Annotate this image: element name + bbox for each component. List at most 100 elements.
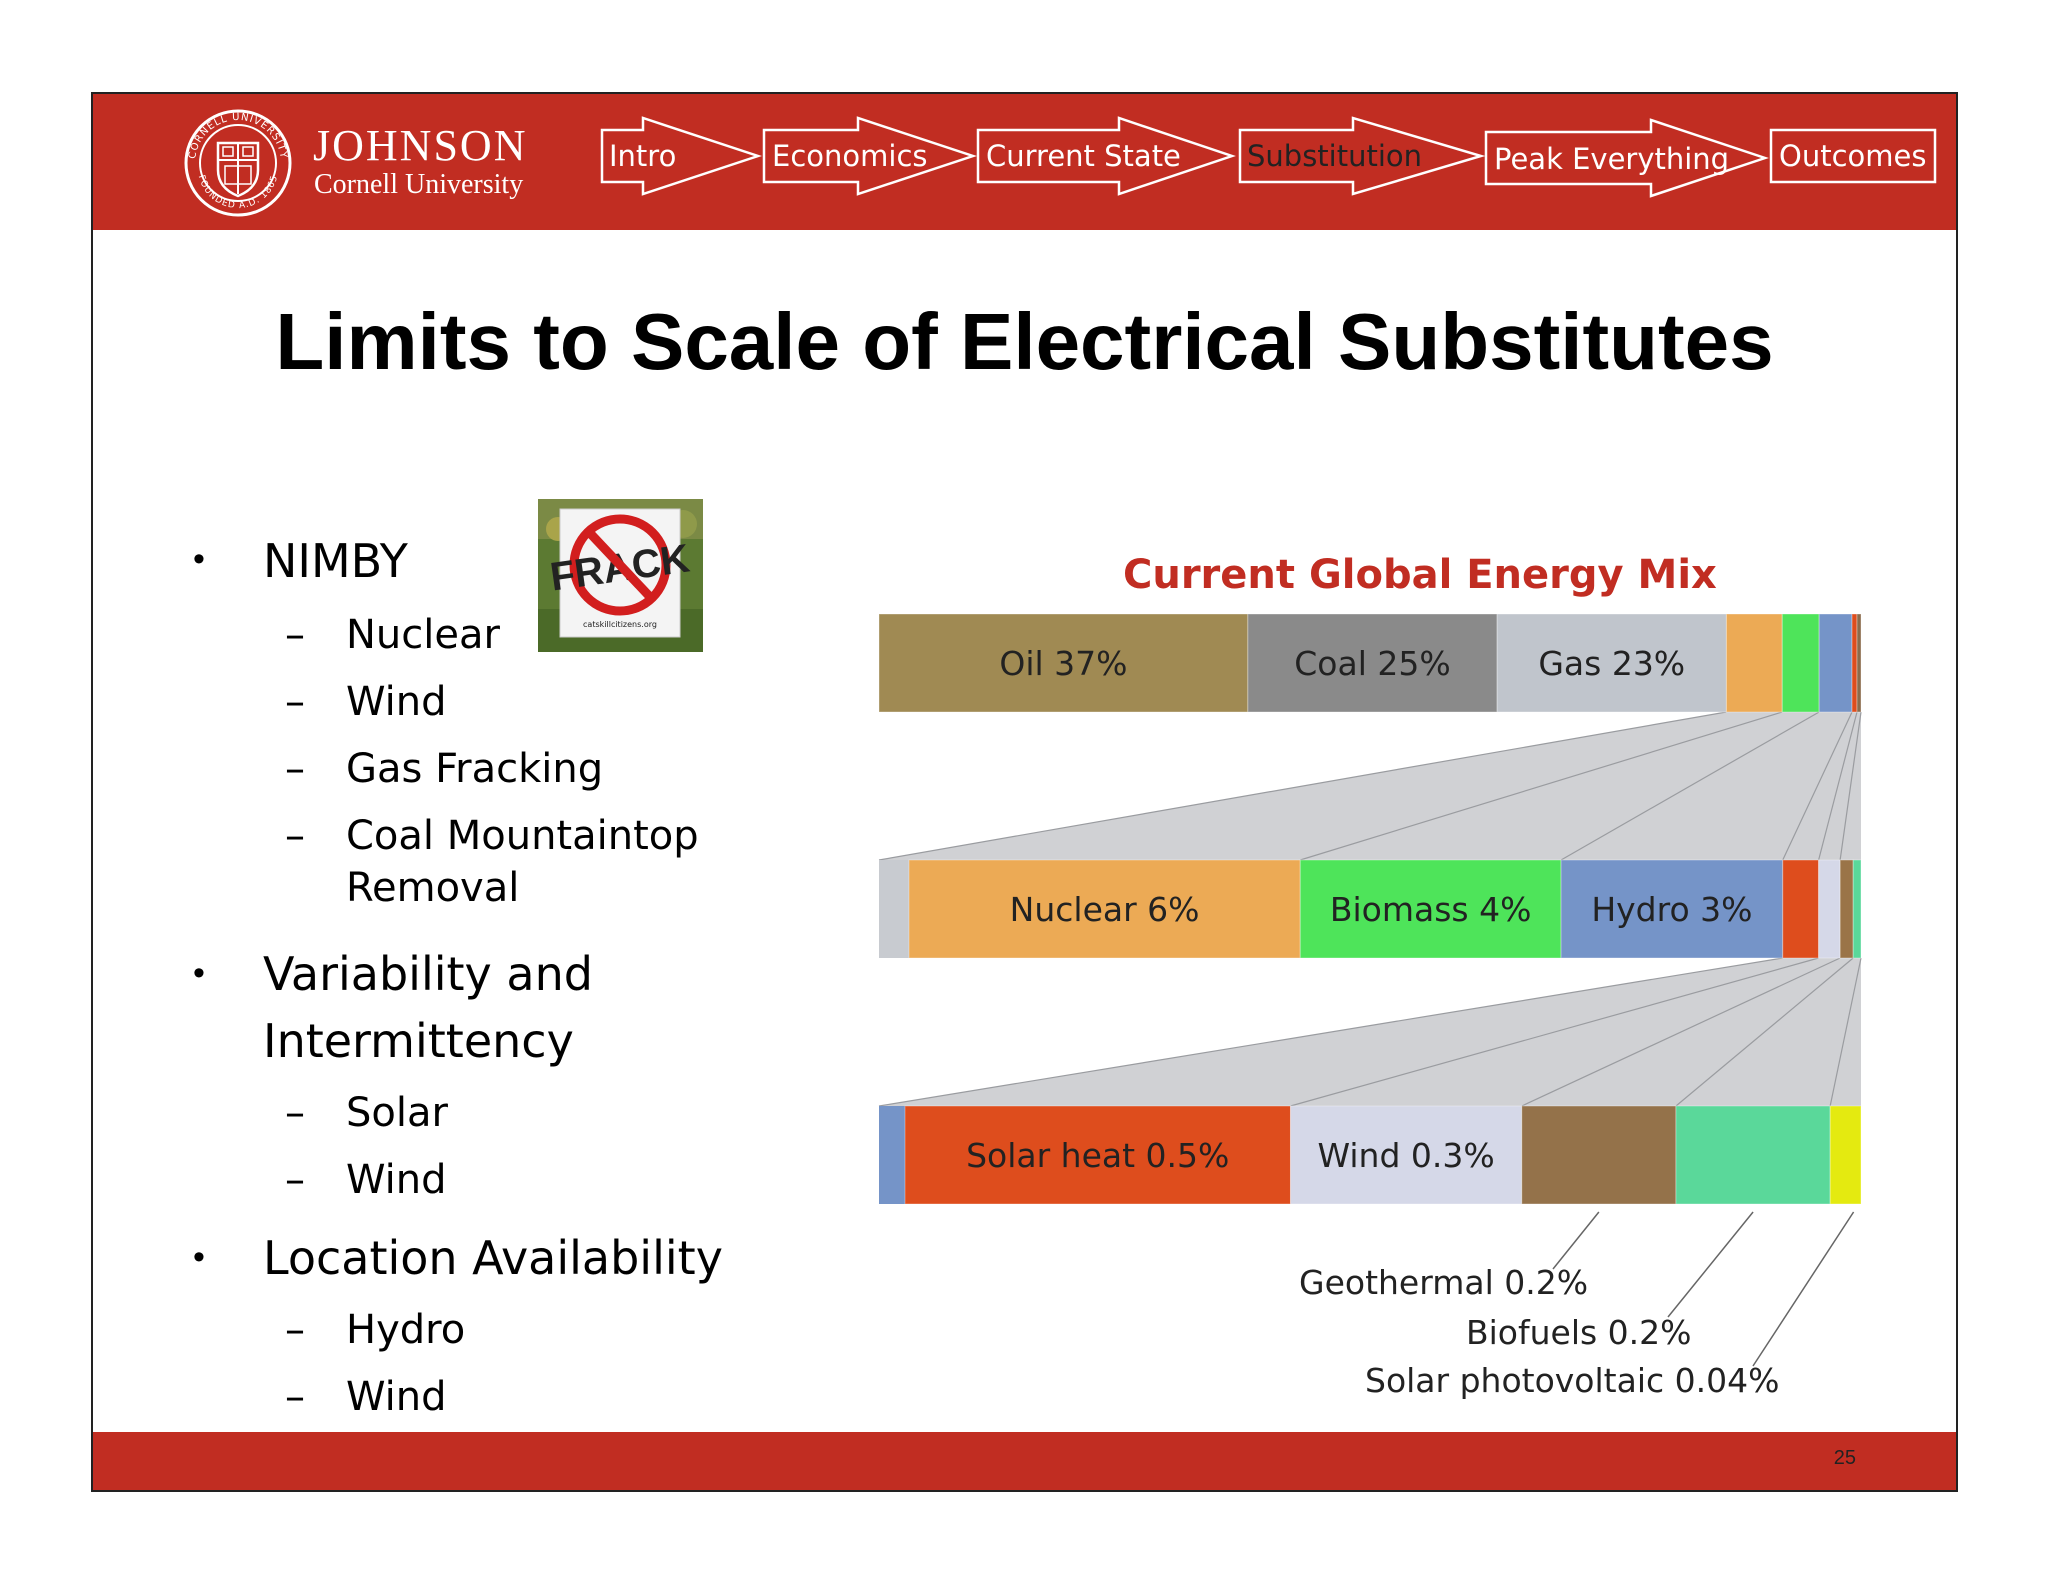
zoom-wedge <box>879 958 1861 1106</box>
bar-segment-biomass <box>1781 613 1820 713</box>
dash: – <box>285 813 305 859</box>
nav-substitution-label: Substitution <box>1247 139 1422 173</box>
bar-segment-biofuels <box>1852 859 1862 959</box>
zoom-connectors <box>878 711 1862 1107</box>
nav-substitution[interactable]: Substitution <box>1238 116 1486 196</box>
dash: – <box>285 1307 305 1353</box>
nav-economics[interactable]: Economics <box>762 116 977 196</box>
sub-coal-mountaintop: Coal Mountaintop <box>346 813 699 859</box>
nav-current-state-label: Current State <box>986 139 1181 173</box>
sub-hydro: Hydro <box>346 1307 466 1353</box>
dash: – <box>285 612 305 658</box>
zoom-line <box>1290 957 1819 1107</box>
bar-segment-gas <box>1496 613 1727 713</box>
bar-label: Gas 23% <box>1538 644 1685 683</box>
zoom-line <box>878 711 1727 861</box>
zoom-line <box>1300 711 1783 861</box>
nav-outcomes-label: Outcomes <box>1779 139 1926 173</box>
bar-label: Oil 37% <box>999 644 1127 683</box>
nav-peak-everything-label: Peak Everything <box>1494 142 1729 176</box>
zoom-line <box>878 957 1783 1107</box>
callout-line <box>1752 1211 1855 1367</box>
dash: – <box>285 1157 305 1203</box>
dash: – <box>285 746 305 792</box>
callout-line <box>1552 1211 1600 1270</box>
bullet-variability-line1: Variability and <box>263 947 593 1001</box>
bar-lead-in <box>879 860 909 958</box>
bar-label: Coal 25% <box>1294 644 1450 683</box>
cornell-seal-icon: CORNELL UNIVERSITY FOUNDED A.D. 1865 <box>184 109 292 217</box>
frack-sign-image: FRACK catskillcitizens.org <box>538 499 703 652</box>
nav-intro[interactable]: Intro <box>600 116 762 196</box>
sub-solar: Solar <box>346 1090 448 1136</box>
chart-callouts: Geothermal 0.2% Biofuels 0.2% Solar photov… <box>1299 1211 1855 1400</box>
logo-subtitle: Cornell University <box>314 169 524 200</box>
bar-segment-hydro <box>1560 859 1784 959</box>
zoom-line <box>1782 711 1853 861</box>
callout-line <box>1667 1211 1754 1318</box>
footer-bar: 25 <box>93 1432 1956 1490</box>
sub-gas-fracking: Gas Fracking <box>346 746 604 792</box>
bullet-dot: • <box>193 1238 205 1276</box>
sub-wind: Wind <box>346 679 447 725</box>
sub-wind-3: Wind <box>346 1374 447 1420</box>
dash: – <box>285 1090 305 1136</box>
slide: CORNELL UNIVERSITY FOUNDED A.D. 1865 JOH… <box>91 92 1958 1492</box>
bar-segment-biofuels <box>1675 1105 1831 1205</box>
zoom-line <box>1675 957 1854 1107</box>
callout-label: Geothermal 0.2% <box>1299 1263 1588 1302</box>
bar-segment-biomass <box>1299 859 1562 959</box>
energy-mix-chart: Oil 37% Coal 25% Gas 23% Nuclear 6% Biomass … <box>878 613 1862 1400</box>
sub-wind-2: Wind <box>346 1157 447 1203</box>
nav-intro-label: Intro <box>609 139 676 173</box>
zoom-line <box>1829 957 1862 1107</box>
bullet-nimby: NIMBY <box>263 534 408 588</box>
dash: – <box>285 1374 305 1420</box>
sub-removal: Removal <box>346 865 520 911</box>
zoom-line <box>1521 957 1841 1107</box>
bullet-location: Location Availability <box>263 1231 723 1285</box>
sub-nuclear: Nuclear <box>346 612 500 658</box>
bar-segment-nuclear <box>908 859 1301 959</box>
bar-label: Hydro 3% <box>1591 890 1752 929</box>
slide-title: Limits to Scale of Electrical Substitute… <box>275 297 1774 386</box>
bar-label: Wind 0.3% <box>1317 1136 1494 1175</box>
header-bar: CORNELL UNIVERSITY FOUNDED A.D. 1865 JOH… <box>93 94 1956 230</box>
bar-segment-other <box>1851 613 1858 713</box>
zoom-line <box>1839 711 1862 861</box>
bar-label: Solar heat 0.5% <box>966 1136 1229 1175</box>
bar-segment-coal <box>1247 613 1498 713</box>
logo-name: JOHNSON <box>313 121 528 170</box>
bar-segment-other2 <box>1856 613 1862 713</box>
zoom-line <box>1818 711 1858 861</box>
bar-label: Biomass 4% <box>1330 890 1532 929</box>
dash: – <box>285 679 305 725</box>
nav-peak-everything[interactable]: Peak Everything <box>1484 118 1769 198</box>
bar-segment-solar-heat <box>1782 859 1820 959</box>
section-nav: Intro Economics Current State Substituti… <box>600 116 1937 198</box>
bullet-dot: • <box>193 540 205 578</box>
bar-segment-geothermal <box>1839 859 1854 959</box>
bar-segment-wind <box>1818 859 1841 959</box>
bar-segment-solar-photovoltaic <box>1829 1105 1862 1205</box>
bar-lead-in <box>879 1106 905 1204</box>
nav-economics-label: Economics <box>772 139 928 173</box>
zoom-line <box>1560 711 1820 861</box>
bar-label: Nuclear 6% <box>1010 890 1200 929</box>
bar-segment-wind <box>1289 1105 1523 1205</box>
zoom-wedge <box>879 712 1861 860</box>
frack-sign-url: catskillcitizens.org <box>583 620 657 629</box>
callout-label: Solar photovoltaic 0.04% <box>1365 1361 1779 1400</box>
page-number: 25 <box>1833 1447 1856 1469</box>
chart-title: Current Global Energy Mix <box>1123 552 1717 598</box>
bullet-dot: • <box>193 954 205 992</box>
nav-current-state[interactable]: Current State <box>976 116 1236 196</box>
bar-segment-geothermal <box>1521 1105 1677 1205</box>
bar-segment-nuclear <box>1725 613 1783 713</box>
bullet-variability-line2: Intermittency <box>263 1014 574 1068</box>
bar-segment-solar-heat <box>904 1105 1291 1205</box>
callout-label: Biofuels 0.2% <box>1466 1313 1692 1352</box>
nav-outcomes[interactable]: Outcomes <box>1769 128 1937 184</box>
bar-segment-hydro <box>1818 613 1853 713</box>
chart-bars: Oil 37% Coal 25% Gas 23% Nuclear 6% Biomass … <box>878 613 1862 1205</box>
